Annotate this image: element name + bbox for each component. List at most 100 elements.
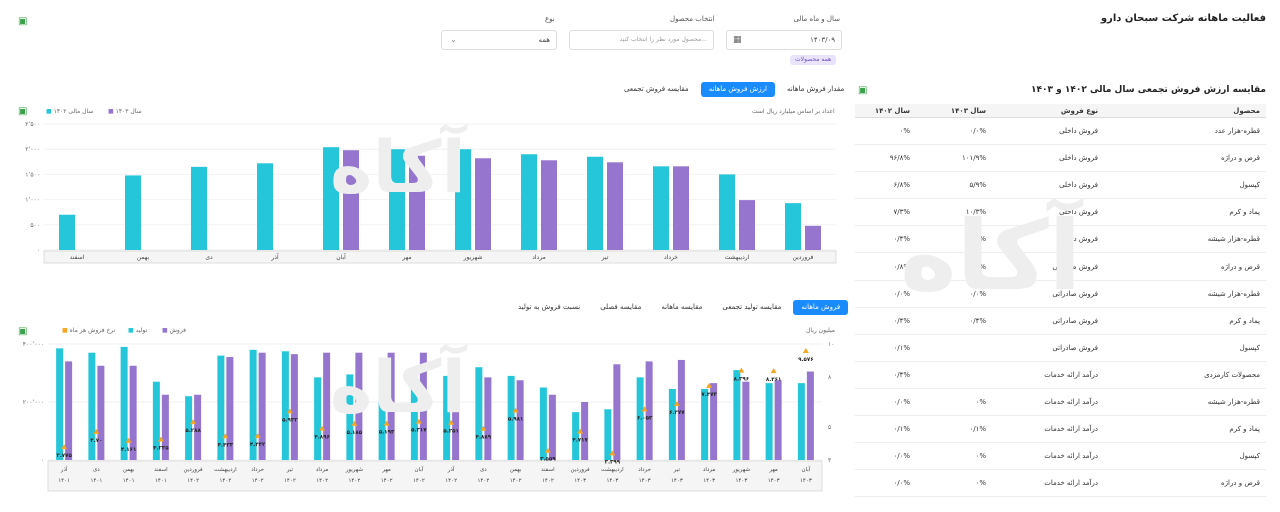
table-row: قطره-هزار عدد فروش داخلی ۰/۰% ۰% xyxy=(855,118,1266,146)
x-tick-label: ۱۴۰۲ xyxy=(413,478,425,484)
type-filter-label: نوع xyxy=(545,15,555,23)
data-label: ۵.۹۳۲ xyxy=(282,417,298,423)
table-row: پماد و کرم فروش داخلی ۱۰/۳% ۷/۳% xyxy=(855,199,1266,227)
cell-1403: ۱۰/۳% xyxy=(965,208,986,217)
tab-monthly-compare[interactable]: مقایسه ماهانه xyxy=(661,303,703,311)
x-tick-label: دی xyxy=(480,467,487,473)
rate-marker xyxy=(738,367,745,373)
type-filter-select[interactable]: ⌄ همه xyxy=(441,30,557,50)
tab-cumulative-production[interactable]: مقایسه تولید تجمعی xyxy=(722,303,782,311)
tab-monthly-value[interactable]: ارزش فروش ماهانه xyxy=(700,82,775,97)
x-tick-label: آبان xyxy=(414,466,423,473)
bar xyxy=(607,162,623,250)
bar xyxy=(389,149,405,250)
cell-1402: ۰/۰% xyxy=(893,479,910,488)
x-tick-label: ۱۴۰۳ xyxy=(768,478,780,484)
bar xyxy=(653,166,669,250)
table-header: محصول نوع فروش سال ۱۴۰۳ سال ۱۴۰۲ xyxy=(855,104,1266,118)
cell-product: قرص و دراژه xyxy=(1221,262,1260,271)
data-label: ۴.۲۳۵ xyxy=(153,446,169,452)
rate-marker xyxy=(641,406,648,412)
x-tick-label: اسفند xyxy=(70,254,85,261)
x-tick-label: آذر xyxy=(60,466,68,473)
x-tick-label: تیر xyxy=(601,254,609,261)
cell-1403: ۰/۱% xyxy=(969,425,986,434)
rate-marker xyxy=(383,420,390,426)
bar xyxy=(443,375,451,460)
cell-1402: ۶/۸% xyxy=(893,181,910,190)
data-label: ۴.۷۱۷ xyxy=(572,438,588,444)
x-tick-label: ۱۴۰۳ xyxy=(639,478,651,484)
cell-product: کپسول xyxy=(1239,181,1260,190)
cell-sale-type: درآمد ارائه خدمات xyxy=(1044,398,1098,407)
excel-icon[interactable]: ▣ xyxy=(18,16,28,27)
x-tick-label: ۱۴۰۲ xyxy=(316,478,328,484)
bar xyxy=(323,147,339,250)
y-tick-label: ۲٬۵۰۰ xyxy=(25,121,40,128)
x-tick-label: ۱۴۰۱ xyxy=(58,478,70,484)
bar xyxy=(507,375,515,460)
cell-1403: ۰/۴% xyxy=(969,235,986,244)
bottom-legend-sales: ■ فروش xyxy=(162,327,186,334)
table-row: قطره-هزار شیشه فروش داخلی ۰/۴% ۰/۴% xyxy=(855,226,1266,254)
tab-monthly-sales[interactable]: فروش ماهانه xyxy=(793,300,849,315)
cell-1403: ۰% xyxy=(975,452,986,461)
cell-1402: ۰/۴% xyxy=(893,370,910,379)
x-tick-label: آذر xyxy=(270,252,279,261)
bar xyxy=(587,156,603,250)
tab-cumulative-compare[interactable]: مقایسه فروش تجمعی xyxy=(624,85,689,93)
excel-icon[interactable]: ▣ xyxy=(18,106,28,117)
cell-product: پماد و کرم xyxy=(1229,425,1260,434)
x-tick-label: ۱۴۰۳ xyxy=(800,478,812,484)
table-row: کپسول درآمد ارائه خدمات ۰% ۰/۰% xyxy=(855,443,1266,471)
bar xyxy=(355,352,363,460)
bar xyxy=(185,396,193,460)
data-label: ۷.۴۷۳ xyxy=(701,392,717,398)
x-tick-label: بهمن xyxy=(510,467,522,473)
page-title: فعالیت ماهانه شرکت سبحان دارو xyxy=(1100,13,1266,24)
x-tick-label: ۱۴۰۲ xyxy=(542,478,554,484)
bar xyxy=(742,381,750,460)
type-filter-value: همه xyxy=(538,36,551,44)
watermark-logo: آکاه xyxy=(900,200,1082,312)
data-label: ۴.۴۳۳ xyxy=(218,442,234,448)
cell-1402: ۰/۴% xyxy=(893,316,910,325)
cell-1402: ۷/۳% xyxy=(893,208,910,217)
tab-sales-to-production[interactable]: نسبت فروش به تولید xyxy=(518,303,581,311)
bottom-legend-rate: ■ نرخ فروش هر ماه xyxy=(62,327,116,334)
bar xyxy=(191,166,207,250)
bar xyxy=(797,383,805,460)
x-axis-band xyxy=(47,460,823,492)
y-tick-label: ۱٬۵۰۰ xyxy=(25,171,40,178)
rate-marker xyxy=(351,420,358,426)
x-tick-label: فروردین xyxy=(571,467,591,473)
x-tick-label: شهریور xyxy=(345,467,364,473)
excel-icon[interactable]: ▣ xyxy=(858,85,868,96)
bar xyxy=(673,166,689,250)
col-1402: سال ۱۴۰۲ xyxy=(874,107,910,115)
all-products-chip[interactable]: همه محصولات xyxy=(790,55,837,65)
date-filter-label: سال و ماه مالی xyxy=(793,15,840,23)
product-filter-placeholder: محصول مورد نظر را انتخاب کنید... xyxy=(619,36,708,43)
x-tick-label: فروردین xyxy=(184,467,204,473)
data-label: ۵.۳۱۷ xyxy=(411,428,427,434)
cell-1402: ۰/۰% xyxy=(893,452,910,461)
excel-icon[interactable]: ▣ xyxy=(18,326,28,337)
y2-tick-label: ۳ xyxy=(828,457,832,464)
x-tick-label: ۱۴۰۲ xyxy=(252,478,264,484)
table-row: پماد و کرم درآمد ارائه خدمات ۰/۱% ۰/۱% xyxy=(855,416,1266,444)
cell-sale-type: درآمد ارائه خدمات xyxy=(1044,452,1098,461)
rate-marker xyxy=(319,425,326,431)
x-tick-label: ۱۴۰۲ xyxy=(381,478,393,484)
rate-marker xyxy=(802,348,809,354)
tab-monthly-quantity[interactable]: مقدار فروش ماهانه xyxy=(786,85,845,93)
bar xyxy=(701,388,709,460)
data-label: ۳.۳۹۹ xyxy=(605,459,621,465)
x-tick-label: ۱۴۰۳ xyxy=(574,478,586,484)
x-tick-label: ۱۴۰۲ xyxy=(348,478,360,484)
bar xyxy=(645,361,653,460)
product-filter-input[interactable]: محصول مورد نظر را انتخاب کنید... xyxy=(569,30,714,50)
x-tick-label: خرداد xyxy=(664,254,678,261)
tab-seasonal-compare[interactable]: مقایسه فصلی xyxy=(600,303,642,311)
date-filter-input[interactable]: ▦ ۱۴۰۳/۰۹ xyxy=(726,30,842,50)
